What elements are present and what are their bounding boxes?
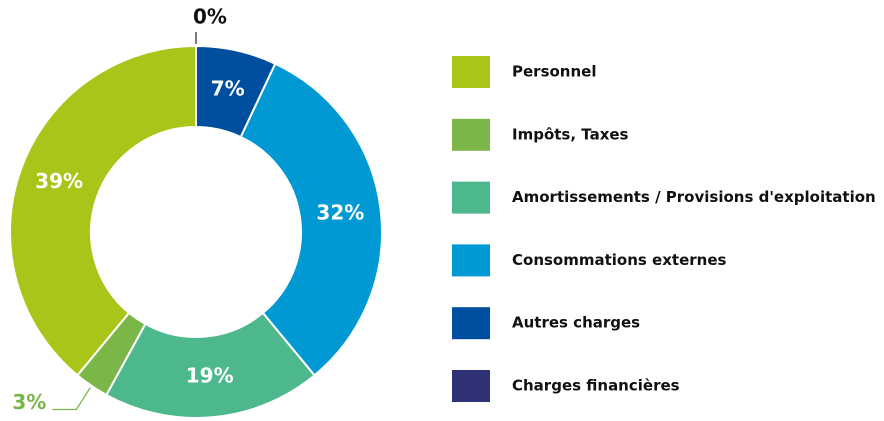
legend-swatch <box>452 181 490 214</box>
leader-line <box>52 387 91 411</box>
donut-segment <box>239 62 383 377</box>
legend-swatch <box>452 56 490 88</box>
donut-segment <box>9 44 197 377</box>
legend-label: Amortissements / Provisions d'exploitati… <box>512 188 876 206</box>
legend-swatch <box>452 118 490 151</box>
legend-label: Charges financières <box>512 377 680 395</box>
value-label: 3% <box>12 390 46 414</box>
value-label: 19% <box>186 363 234 387</box>
legend-swatch <box>452 244 490 277</box>
legend-label: Impôts, Taxes <box>512 125 629 143</box>
donut-segment <box>105 311 316 419</box>
value-label: 39% <box>35 169 83 193</box>
value-label: 7% <box>211 77 245 101</box>
value-label: 0% <box>193 5 227 29</box>
legend-label: Personnel <box>512 63 596 81</box>
legend-label: Autres charges <box>512 314 640 332</box>
legend-swatch <box>452 307 490 340</box>
value-label: 32% <box>316 200 364 224</box>
legend-swatch <box>452 370 490 402</box>
legend-label: Consommations externes <box>512 251 726 269</box>
